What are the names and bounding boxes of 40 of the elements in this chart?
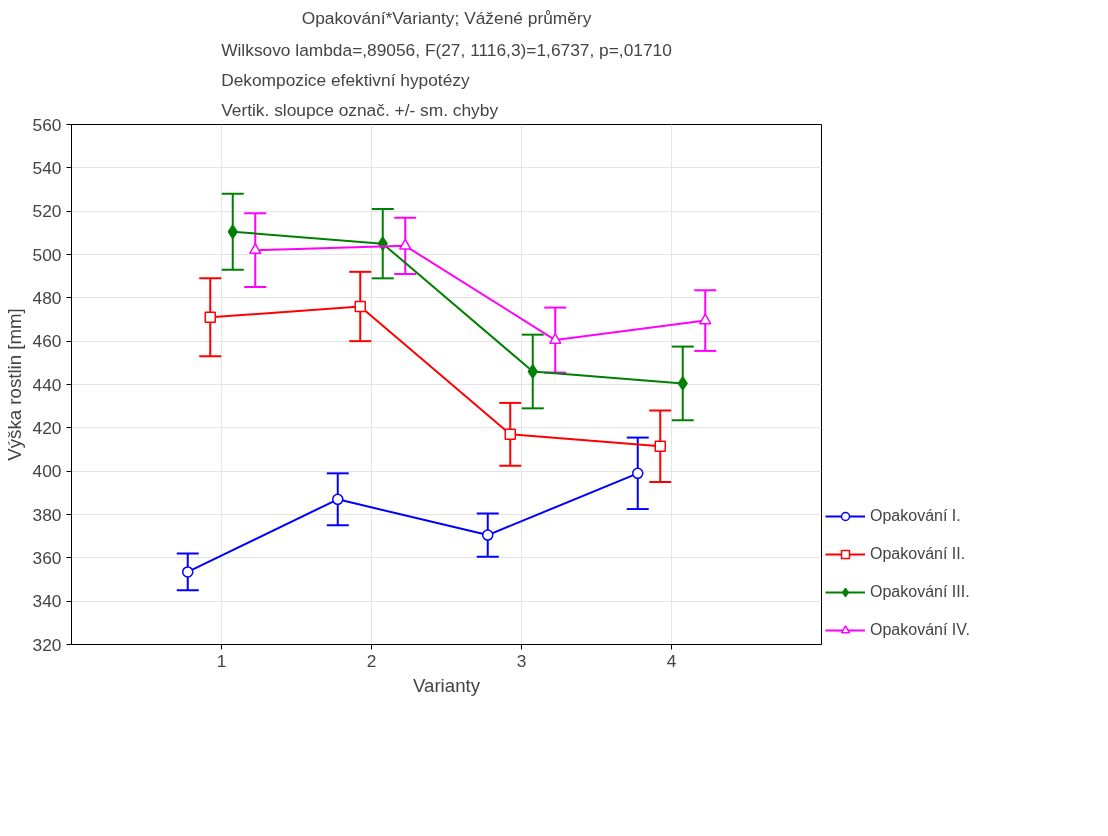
y-tick-label: 440: [32, 374, 62, 395]
y-tick-label: 340: [32, 591, 62, 612]
x-tick-label: 3: [516, 650, 527, 671]
point: [182, 566, 194, 578]
legend-label: Opakování III.: [870, 583, 970, 601]
y-tick-label: 320: [32, 634, 62, 655]
point: [654, 440, 666, 452]
legend-label: Opakování IV.: [870, 621, 970, 639]
y-tick-label: 460: [32, 331, 62, 352]
point: [249, 243, 262, 255]
point: [527, 364, 538, 379]
y-tick-label: 380: [32, 504, 62, 525]
y-tick-label: 520: [32, 201, 62, 222]
x-tick-label: 4: [666, 650, 677, 671]
y-tick-label: 400: [32, 461, 62, 482]
point: [204, 311, 216, 324]
y-tick-label: 500: [32, 244, 62, 265]
point: [677, 376, 688, 391]
point: [549, 332, 562, 345]
point: [354, 300, 366, 313]
point: [399, 238, 412, 250]
x-tick-label: 1: [216, 650, 227, 671]
point: [632, 467, 644, 480]
point: [699, 313, 712, 325]
x-tick-label: 2: [366, 650, 377, 671]
y-tick-label: 360: [32, 547, 62, 568]
point: [504, 428, 516, 441]
y-tick-label: 560: [32, 114, 62, 135]
y-axis-title: Výška rostlin [mm]: [3, 308, 25, 461]
chart-subtitle: Wilksovo lambda=,89056, F(27, 1116,3)=1,6737, p=,01710 Dekompozice efektivní hypotézy Vertik. sloupce označ. +/- sm. chyby: [221, 39, 672, 120]
chart-title: Opakování*Varianty; Vážené průměry: [301, 7, 592, 28]
legend-label: Opakování II.: [870, 545, 966, 563]
point: [227, 224, 238, 239]
y-tick-label: 420: [32, 417, 62, 438]
x-axis-title: Varianty: [412, 674, 481, 696]
point: [332, 493, 344, 506]
point: [482, 529, 494, 541]
y-tick-label: 480: [32, 287, 62, 308]
y-tick-label: 540: [32, 157, 62, 178]
legend-label: Opakování I.: [870, 507, 961, 525]
